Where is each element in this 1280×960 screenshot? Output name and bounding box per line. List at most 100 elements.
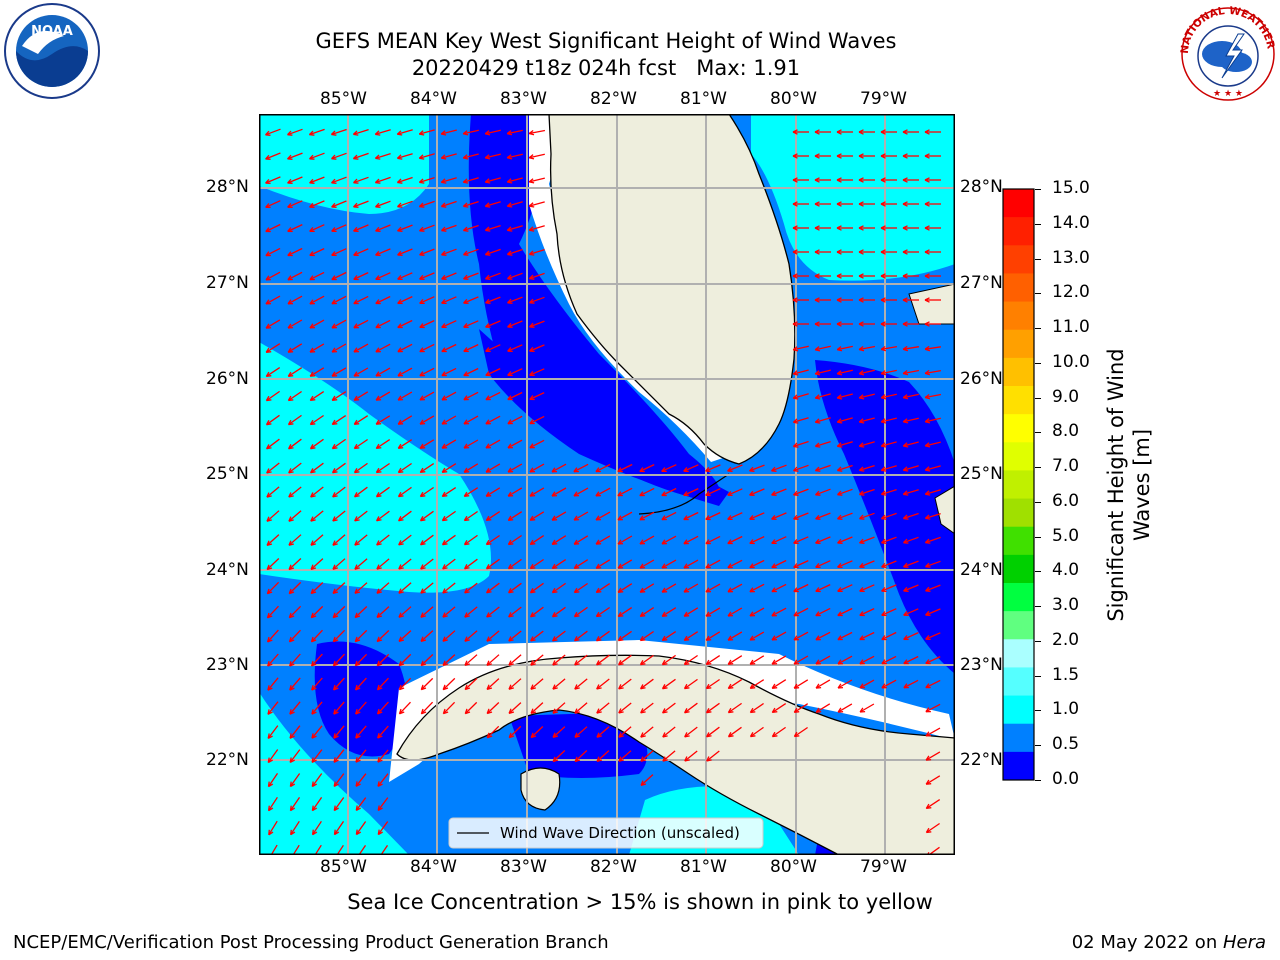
wind-wave-arrow (311, 629, 323, 643)
wind-wave-arrow (903, 417, 919, 423)
wind-wave-arrowhead (441, 133, 447, 136)
colorbar-tick-label: 7.0 (1052, 456, 1080, 477)
wind-wave-arrowhead (859, 683, 864, 689)
colorbar-tick-mark (1035, 258, 1041, 260)
wind-wave-arrowhead (485, 322, 490, 328)
wind-wave-arrowhead (793, 563, 798, 568)
wind-wave-arrowhead (574, 636, 578, 642)
wind-wave-arrowhead (902, 394, 908, 399)
wind-wave-arrowhead (859, 586, 864, 592)
wind-wave-arrowhead (617, 563, 622, 569)
wind-wave-arrowhead (902, 251, 908, 255)
wind-wave-arrow (662, 678, 676, 690)
wind-wave-arrow (881, 369, 897, 375)
wind-wave-arrowhead (529, 370, 534, 376)
wind-wave-arrowhead (266, 519, 272, 522)
wind-wave-arrowhead (617, 635, 622, 641)
wind-wave-arrowhead (880, 321, 886, 325)
wind-wave-arrow (617, 535, 633, 545)
wind-wave-arrowhead (793, 707, 798, 713)
wind-wave-arrowhead (552, 543, 558, 545)
colorbar-tick-mark (1035, 467, 1041, 469)
wind-wave-arrow (750, 702, 764, 714)
wind-wave-arrow (397, 129, 413, 135)
wind-wave-arrowhead (287, 130, 292, 136)
wind-wave-arrow (354, 462, 368, 474)
wind-wave-arrow (463, 177, 479, 183)
wind-wave-arrow (398, 534, 412, 546)
wind-wave-arrow (640, 726, 654, 738)
wind-wave-arrowhead (925, 421, 931, 424)
wind-wave-arrowhead (925, 707, 930, 713)
wind-wave-arrowhead (792, 225, 798, 229)
wind-wave-arrowhead (309, 226, 314, 232)
wind-wave-arrow (595, 559, 611, 569)
wind-wave-arrow (419, 320, 435, 328)
wind-wave-arrow (442, 701, 456, 715)
wind-wave-arrow (311, 797, 323, 811)
wind-wave-arrow (420, 654, 434, 666)
wind-wave-arrowhead (508, 711, 515, 715)
wind-wave-arrowhead (332, 540, 336, 546)
wind-wave-arrow (419, 296, 435, 304)
wind-wave-arrowhead (705, 683, 710, 689)
wind-wave-arrowhead (639, 611, 644, 617)
wind-wave-arrow (705, 535, 721, 545)
wind-wave-arrowhead (837, 707, 842, 713)
wind-wave-arrow (419, 176, 435, 184)
wind-wave-arrowhead (529, 229, 535, 232)
wind-wave-arrowhead (771, 635, 776, 641)
wind-wave-arrow (927, 846, 940, 855)
wind-wave-arrowhead (924, 131, 930, 135)
wind-wave-arrowhead (331, 467, 336, 474)
wind-wave-arrowhead (880, 129, 886, 133)
wind-wave-arrowhead (617, 467, 622, 472)
wind-wave-arrow (815, 393, 831, 399)
wind-wave-arrowhead (705, 563, 710, 569)
wind-wave-arrow (661, 511, 677, 521)
wind-wave-arrowhead (267, 615, 273, 619)
wind-wave-arrowhead (354, 543, 360, 546)
wind-wave-arrow (793, 345, 809, 351)
wind-wave-arrowhead (506, 130, 512, 135)
wind-wave-arrowhead (727, 707, 732, 713)
wind-wave-arrowhead (837, 587, 842, 592)
wind-wave-arrow (683, 583, 699, 593)
wind-wave-arrowhead (420, 588, 424, 594)
wind-wave-arrowhead (595, 587, 600, 593)
wind-wave-arrow (463, 153, 479, 159)
wind-wave-arrow (618, 654, 632, 666)
wind-wave-arrow (486, 725, 500, 739)
wind-wave-arrowhead (836, 442, 842, 447)
wind-wave-arrowhead (618, 708, 622, 714)
wind-wave-arrowhead (290, 783, 296, 788)
wind-wave-arrowhead (487, 735, 493, 739)
wind-wave-arrowhead (925, 541, 931, 544)
wind-wave-arrow (815, 464, 831, 472)
colorbar-tick-label: 12.0 (1052, 282, 1090, 303)
wind-wave-arrowhead (443, 711, 449, 715)
wind-wave-arrowhead (924, 490, 930, 495)
wind-wave-arrow (310, 438, 324, 450)
wind-wave-arrowhead (792, 370, 798, 375)
wind-wave-arrowhead (267, 733, 270, 739)
wind-wave-arrow (640, 750, 654, 762)
wind-wave-arrowhead (683, 515, 688, 520)
wind-wave-arrow (859, 441, 875, 447)
wind-wave-arrow (354, 438, 368, 450)
wind-wave-arrowhead (793, 587, 798, 592)
wind-wave-arrowhead (331, 202, 336, 208)
wind-wave-arrowhead (287, 154, 292, 160)
wind-wave-arrow (508, 534, 522, 546)
wind-wave-arrowhead (836, 203, 842, 207)
wind-wave-arrowhead (662, 756, 666, 762)
wind-wave-arrowhead (574, 684, 578, 690)
wind-wave-arrowhead (881, 586, 886, 592)
wind-wave-arrowhead (463, 347, 468, 352)
wind-wave-arrow (287, 247, 303, 257)
wind-wave-arrowhead (398, 660, 402, 666)
wind-wave-arrowhead (290, 807, 296, 812)
lon-label-top: 82°W (590, 89, 637, 109)
wind-wave-arrow (288, 462, 302, 474)
wind-wave-arrow (309, 200, 325, 208)
